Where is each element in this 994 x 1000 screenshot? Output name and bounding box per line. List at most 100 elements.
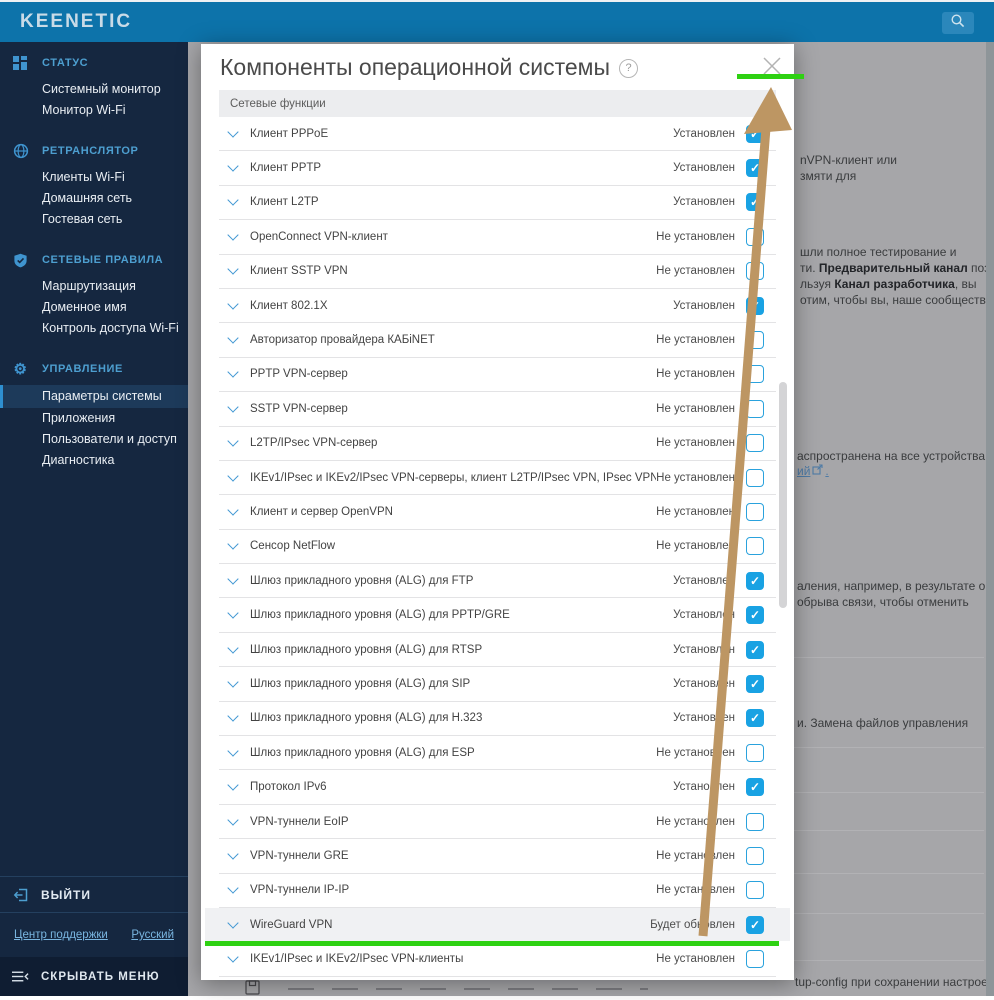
chevron-down-icon[interactable] [227, 469, 239, 482]
component-checkbox[interactable] [746, 640, 764, 659]
component-checkbox[interactable] [746, 262, 764, 281]
sidebar-item[interactable]: Гостевая сеть [42, 212, 123, 226]
chevron-down-icon[interactable] [227, 160, 239, 172]
component-row: Авторизатор провайдера КАБiNET Не устано… [219, 323, 776, 358]
sidebar-item[interactable]: Клиенты Wi-Fi [42, 170, 125, 184]
component-checkbox[interactable] [746, 743, 764, 762]
component-checkbox[interactable] [746, 950, 764, 969]
chevron-down-icon[interactable] [227, 676, 239, 688]
component-name: Клиент 802.1X [250, 299, 328, 312]
sidebar-item[interactable]: Домашняя сеть [42, 191, 133, 205]
component-status: Установлен [673, 781, 735, 794]
sidebar-item[interactable]: Монитор Wi-Fi [42, 103, 126, 117]
close-icon[interactable] [756, 50, 788, 82]
chevron-down-icon[interactable] [227, 263, 239, 275]
component-row: Шлюз прикладного уровня (ALG) для SIP Ус… [219, 667, 776, 702]
chevron-down-icon[interactable] [227, 882, 239, 894]
sidebar-item[interactable]: Приложения [42, 411, 116, 425]
component-checkbox[interactable] [746, 812, 764, 831]
component-name: IKEv1/IPsec и IKEv2/IPsec VPN-клиенты [250, 953, 464, 966]
sidebar-item[interactable]: Диагностика [42, 453, 115, 467]
component-checkbox[interactable] [746, 124, 764, 143]
component-checkbox[interactable] [746, 434, 764, 453]
component-section-header: Сетевые функции [219, 90, 776, 117]
language-link[interactable]: Русский [131, 929, 174, 941]
chevron-down-icon[interactable] [227, 710, 239, 722]
chevron-down-icon[interactable] [227, 745, 239, 757]
component-checkbox[interactable] [746, 915, 764, 934]
shield-icon [12, 253, 29, 268]
chevron-down-icon[interactable] [227, 229, 239, 241]
component-checkbox[interactable] [746, 227, 764, 246]
chevron-down-icon[interactable] [227, 401, 239, 413]
component-checkbox[interactable] [746, 296, 764, 315]
sidebar-section-label: РЕТРАНСЛЯТОР [42, 145, 139, 157]
component-checkbox[interactable] [746, 193, 764, 212]
component-checkbox[interactable] [746, 365, 764, 384]
component-status: Не установлен [656, 230, 735, 243]
component-checkbox[interactable] [746, 778, 764, 797]
component-name: VPN-туннели IP-IP [250, 884, 350, 897]
chevron-down-icon[interactable] [227, 297, 239, 310]
bg-divider [794, 747, 984, 748]
bg-text-fragment: аления, например, в результате ошибки [797, 579, 994, 593]
sidebar-item[interactable]: Маршрутизация [42, 279, 136, 293]
chevron-down-icon[interactable] [227, 504, 239, 516]
chevron-down-icon[interactable] [227, 813, 239, 826]
component-status: Установлен [673, 299, 735, 312]
chevron-down-icon[interactable] [227, 951, 239, 963]
component-checkbox[interactable] [746, 159, 764, 178]
chevron-down-icon[interactable] [227, 435, 239, 447]
component-checkbox[interactable] [746, 881, 764, 900]
chevron-down-icon[interactable] [227, 917, 239, 929]
sidebar-item[interactable]: Системный монитор [42, 82, 161, 96]
bg-divider [794, 913, 984, 914]
chevron-down-icon[interactable] [227, 607, 239, 619]
component-row: IKEv1/IPsec и IKEv2/IPsec VPN-серверы, к… [219, 461, 776, 496]
chevron-down-icon[interactable] [227, 573, 239, 585]
component-checkbox[interactable] [746, 674, 764, 693]
component-checkbox[interactable] [746, 846, 764, 865]
component-name: Шлюз прикладного уровня (ALG) для RTSP [250, 643, 483, 656]
component-status: Установлен [673, 574, 735, 587]
sidebar-items-network-rules: Маршрутизация Доменное имя Контроль доступ… [0, 276, 188, 339]
chevron-down-icon[interactable] [227, 332, 239, 344]
component-checkbox[interactable] [746, 399, 764, 418]
sidebar-item[interactable]: Пользователи и доступ [42, 432, 177, 446]
component-checkbox[interactable] [746, 331, 764, 350]
modal-header: Компоненты операционной системы? [201, 44, 794, 90]
component-checkbox[interactable] [746, 537, 764, 556]
component-row: Протокол IPv6 Установлен [219, 770, 776, 805]
component-status: Не установлен [656, 849, 735, 862]
modal-scrollbar-thumb[interactable] [779, 382, 787, 608]
page-scrollbar[interactable] [986, 42, 994, 996]
component-row: PPTP VPN-сервер Не установлен [219, 358, 776, 393]
component-name: IKEv1/IPsec и IKEv2/IPsec VPN-серверы, к… [250, 471, 657, 484]
sidebar-item[interactable]: Доменное имя [42, 300, 127, 314]
sidebar-section-repeater-header: РЕТРАНСЛЯТОР [0, 140, 188, 162]
logout-button[interactable]: ВЫЙТИ [0, 876, 188, 912]
component-row: Сенсор NetFlow Не установлен [219, 530, 776, 565]
component-checkbox[interactable] [746, 571, 764, 590]
hide-menu-button[interactable]: СКРЫВАТЬ МЕНЮ [0, 957, 188, 996]
chevron-down-icon[interactable] [227, 641, 239, 654]
chevron-down-icon[interactable] [227, 126, 239, 138]
chevron-down-icon[interactable] [227, 848, 239, 860]
bg-cutoff-text [288, 988, 648, 990]
chevron-down-icon[interactable] [227, 194, 239, 207]
component-checkbox[interactable] [746, 606, 764, 625]
sidebar-item[interactable]: Контроль доступа Wi-Fi [42, 321, 179, 335]
support-center-link[interactable]: Центр поддержки [14, 929, 108, 941]
sidebar-item[interactable]: Параметры системы [0, 385, 188, 408]
component-checkbox[interactable] [746, 502, 764, 521]
chevron-down-icon[interactable] [227, 538, 239, 551]
component-checkbox[interactable] [746, 709, 764, 728]
component-row: Шлюз прикладного уровня (ALG) для PPTP/G… [219, 598, 776, 633]
help-icon[interactable]: ? [619, 58, 639, 78]
chevron-down-icon[interactable] [227, 779, 239, 791]
chevron-down-icon[interactable] [227, 366, 239, 379]
search-button[interactable] [942, 12, 974, 34]
sidebar-section-network-rules-header: СЕТЕВЫЕ ПРАВИЛА [0, 249, 188, 271]
component-status: Будет обновлен [650, 918, 735, 931]
component-checkbox[interactable] [746, 468, 764, 487]
